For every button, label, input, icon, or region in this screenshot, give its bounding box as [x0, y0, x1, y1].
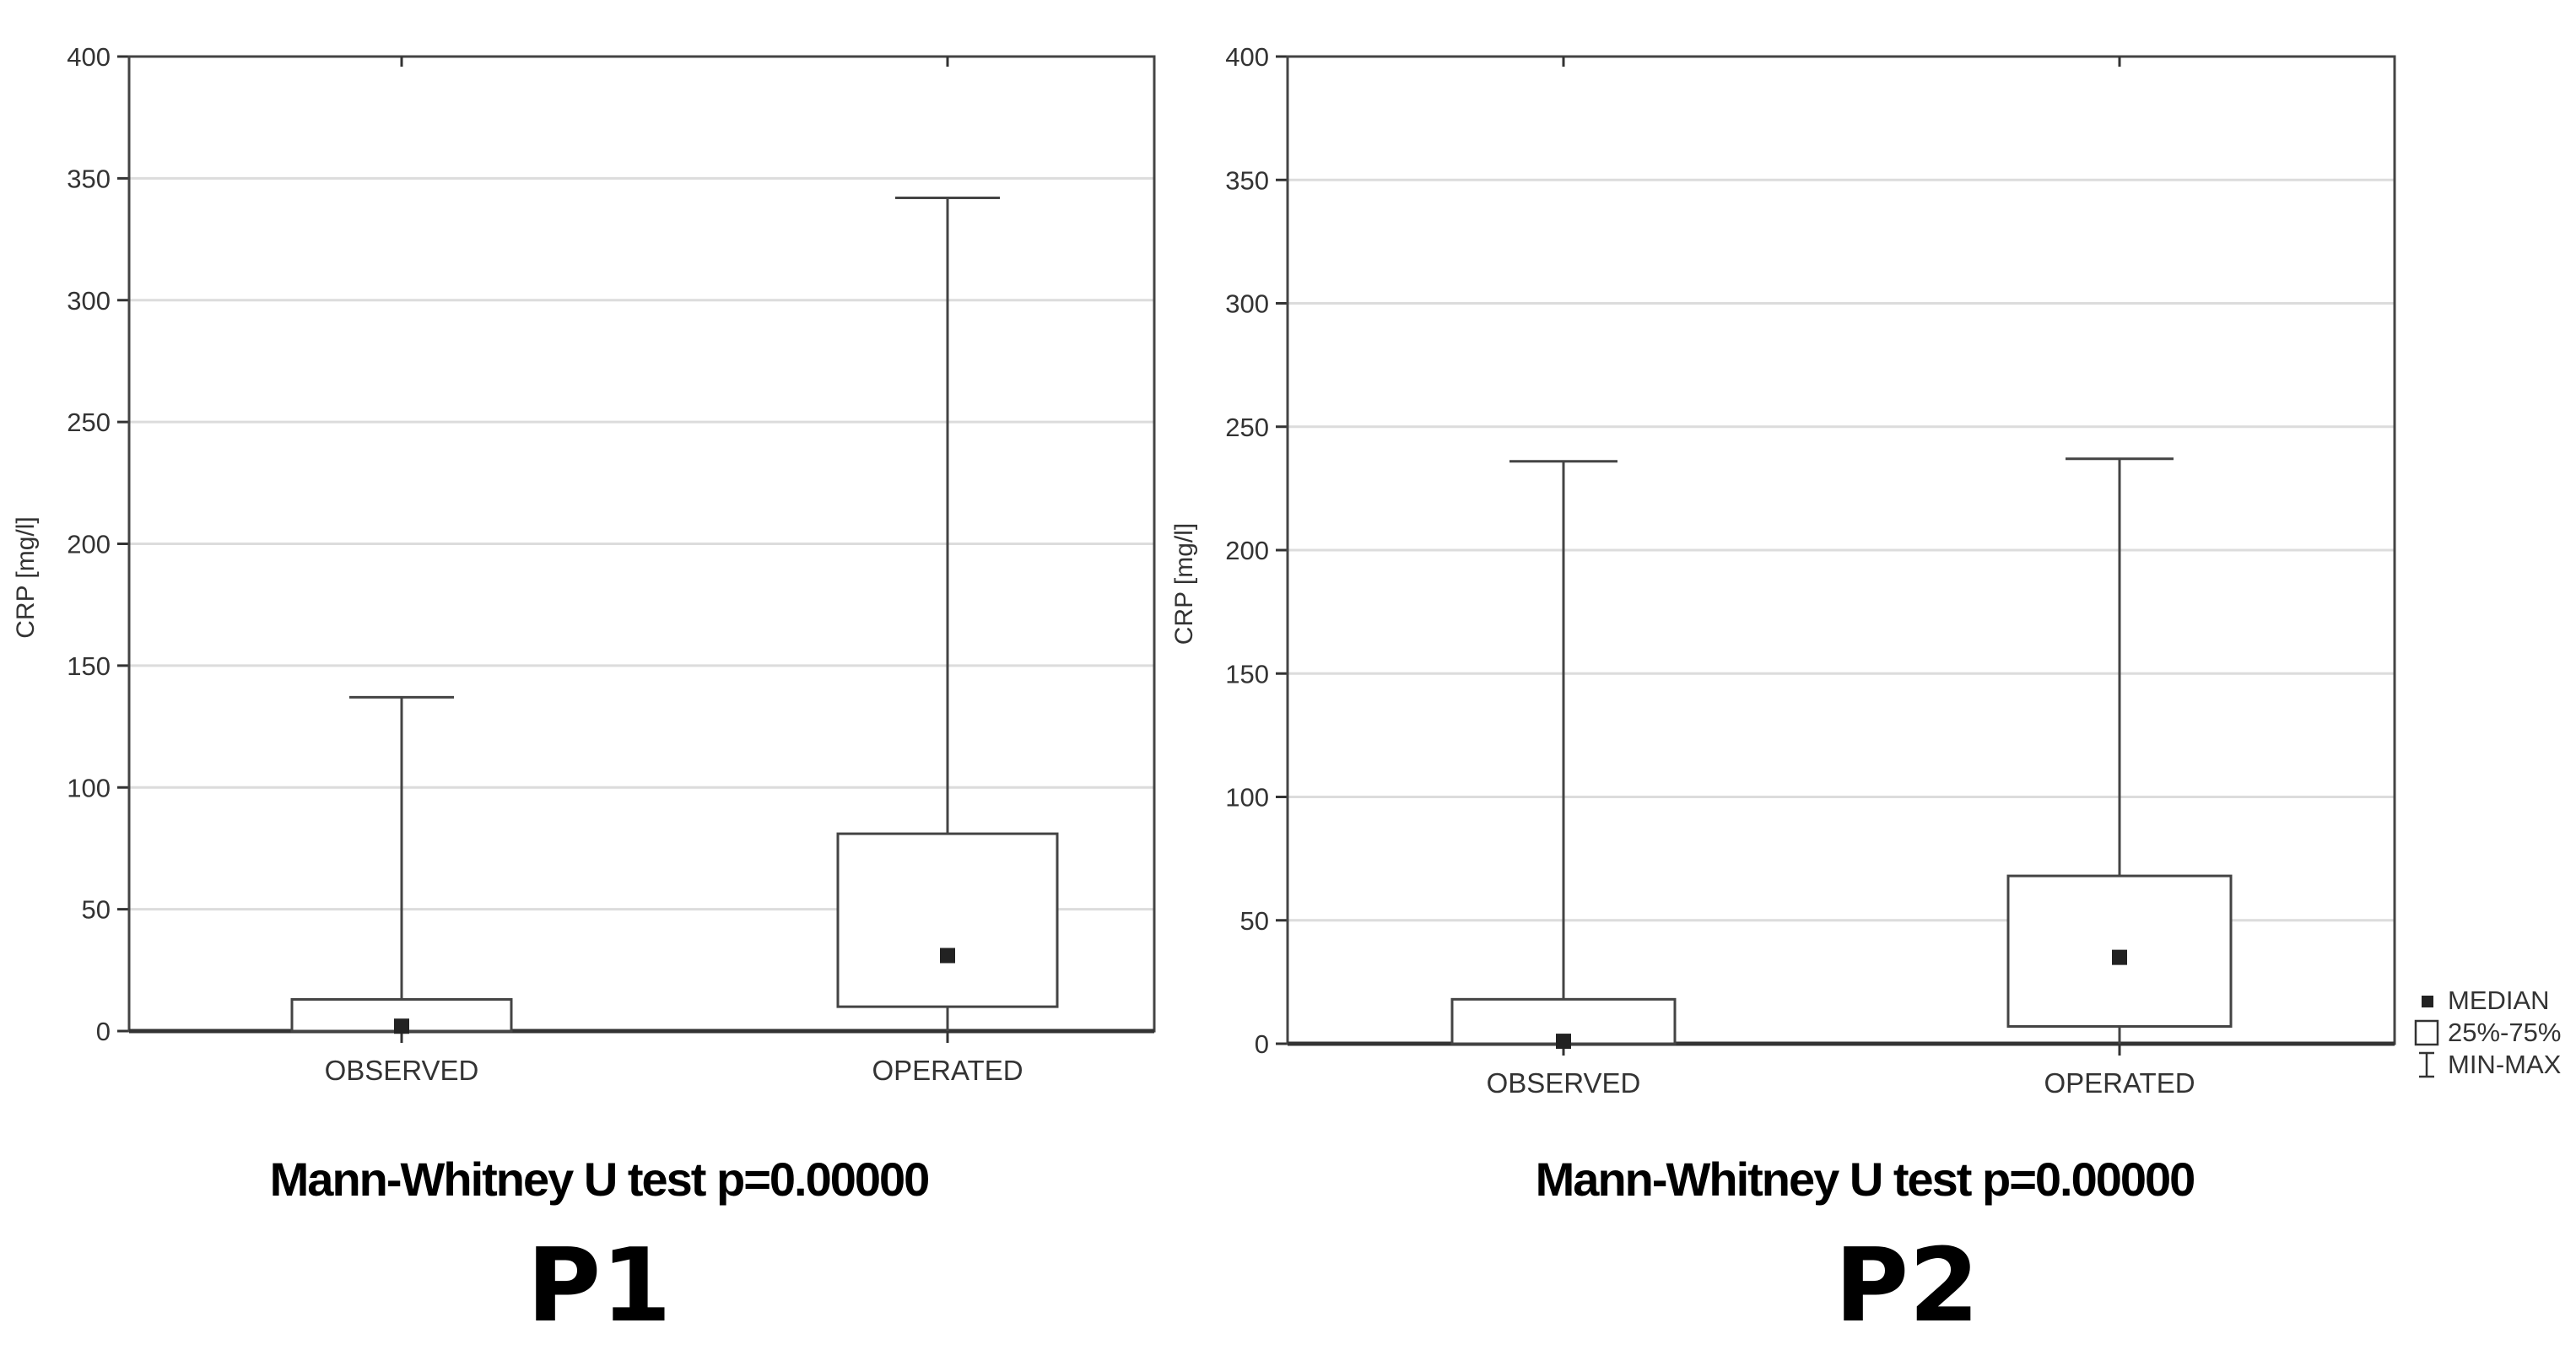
- x-tick-label: OBSERVED: [325, 1055, 479, 1086]
- legend-label: MIN-MAX: [2448, 1050, 2562, 1079]
- y-tick-label: 150: [1225, 659, 1269, 688]
- test-caption-p2: Mann-Whitney U test p=0.00000: [1535, 1153, 2196, 1206]
- y-tick-label: 100: [1225, 783, 1269, 813]
- y-axis-label: CRP [mg/l]: [1170, 523, 1198, 645]
- median-marker: [940, 948, 955, 964]
- y-tick-label: 350: [67, 164, 111, 193]
- y-tick-label: 150: [67, 651, 111, 681]
- legend-label: 25%-75%: [2448, 1018, 2561, 1047]
- x-tick-label: OPERATED: [872, 1055, 1023, 1086]
- y-tick-label: 50: [82, 895, 111, 925]
- test-caption-p1: Mann-Whitney U test p=0.00000: [269, 1153, 931, 1206]
- legend: MEDIAN 25%-75% MIN-MAX: [2414, 986, 2562, 1079]
- y-tick-label: 200: [67, 530, 111, 559]
- y-tick-label: 100: [67, 773, 111, 802]
- box-observed: [1450, 460, 1677, 1050]
- legend-label: MEDIAN: [2448, 986, 2550, 1015]
- y-tick-label: 300: [67, 286, 111, 316]
- iqr-box: [836, 832, 1059, 1008]
- y-tick-label: 250: [1225, 413, 1269, 442]
- y-tick-label: 300: [1225, 289, 1269, 319]
- box-operated: [2006, 457, 2233, 1044]
- panel-label-p1: P1: [527, 1228, 672, 1345]
- y-tick-label: 0: [96, 1017, 111, 1046]
- y-tick-label: 200: [1225, 536, 1269, 565]
- y-tick-label: 400: [1225, 42, 1269, 72]
- legend-median-icon: [2422, 996, 2433, 1007]
- chart-panel-2: 0 50 100 150 200 250 300 350 400 OBSERVED OPERATED…: [1170, 42, 2562, 1099]
- chart-panel-1: 0 50 100 150 200 250 300 350 400 OBSERVED OPERATED…: [12, 42, 1156, 1086]
- x-tick-label: OBSERVED: [1487, 1067, 1641, 1099]
- y-tick-label: 400: [67, 42, 111, 72]
- x-tick-label: OPERATED: [2044, 1067, 2195, 1099]
- y-tick-label: 0: [1255, 1029, 1269, 1059]
- median-marker: [2112, 949, 2127, 965]
- panel-label-p2: P2: [1834, 1228, 1979, 1345]
- y-tick-label: 250: [67, 408, 111, 437]
- box-observed: [290, 695, 513, 1034]
- legend-box-icon: [2414, 1019, 2439, 1046]
- box-operated: [836, 196, 1059, 1031]
- y-axis-label: CRP [mg/l]: [12, 516, 40, 638]
- median-marker: [394, 1018, 409, 1034]
- median-marker: [1556, 1034, 1571, 1050]
- y-tick-label: 50: [1240, 906, 1269, 936]
- y-tick-label: 350: [1225, 165, 1269, 195]
